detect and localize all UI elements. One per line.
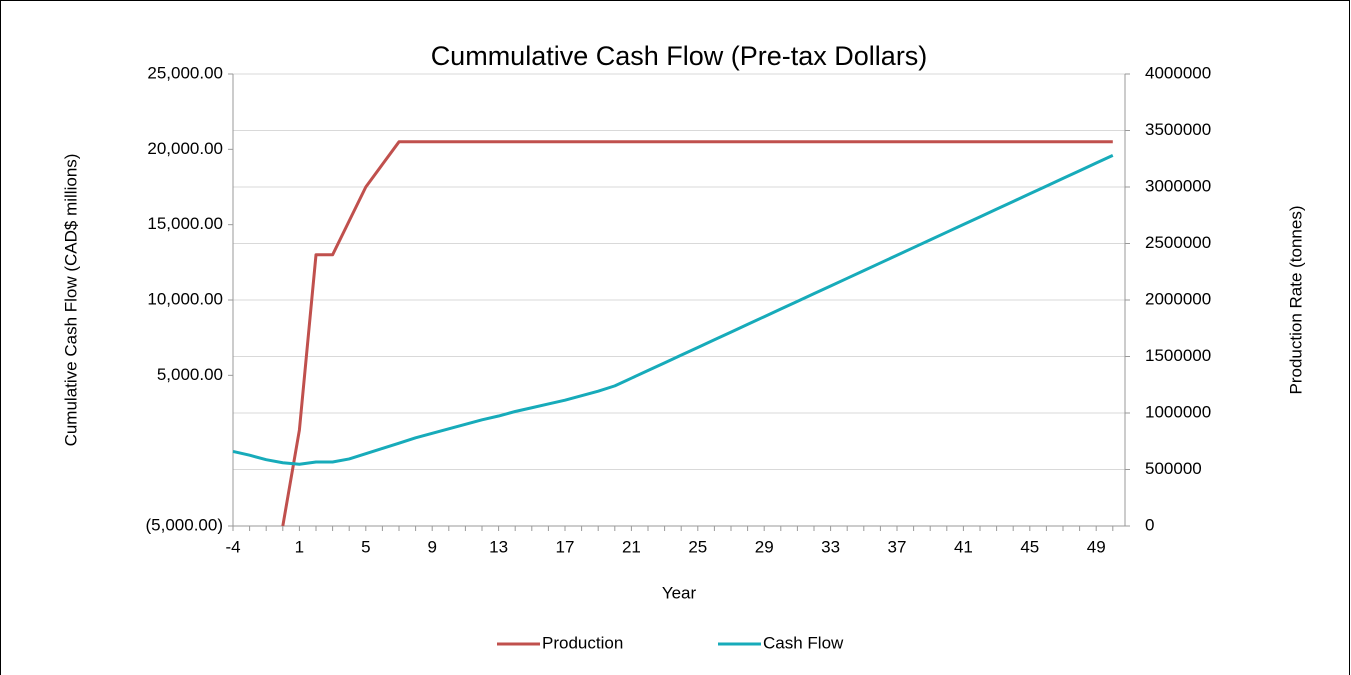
x-axis-title: Year	[662, 583, 697, 602]
y2-tick-label: 3500000	[1145, 120, 1211, 139]
legend-label: Cash Flow	[763, 633, 844, 652]
chart-title: Cummulative Cash Flow (Pre-tax Dollars)	[431, 41, 928, 71]
x-tick-label: 9	[427, 537, 436, 556]
y-tick-label: 10,000.00	[147, 289, 223, 308]
y-tick-label: 20,000.00	[147, 139, 223, 158]
x-tick-label: 37	[888, 537, 907, 556]
x-tick-label: 33	[821, 537, 840, 556]
x-tick-label: 41	[954, 537, 973, 556]
x-tick-label: 5	[361, 537, 370, 556]
y2-tick-label: 1500000	[1145, 346, 1211, 365]
y2-axis-title: Production Rate (tonnes)	[1286, 206, 1305, 395]
y2-tick-label: 2000000	[1145, 289, 1211, 308]
series-line	[232, 153, 1114, 466]
x-tick-label: 49	[1087, 537, 1106, 556]
y-tick-label: (5,000.00)	[146, 515, 224, 534]
y-tick-label: 5,000.00	[157, 365, 223, 384]
y2-tick-label: 500000	[1145, 459, 1202, 478]
y-axis-title: Cumulative Cash Flow (CAD$ millions)	[61, 154, 80, 447]
x-tick-label: 29	[755, 537, 774, 556]
y2-tick-label: 1000000	[1145, 402, 1211, 421]
x-tick-label: 17	[556, 537, 575, 556]
y-tick-label: 25,000.00	[147, 63, 223, 82]
y2-tick-label: 2500000	[1145, 233, 1211, 252]
x-tick-label: 13	[489, 537, 508, 556]
x-tick-label: 21	[622, 537, 641, 556]
y2-tick-label: 3000000	[1145, 176, 1211, 195]
x-tick-label: 1	[295, 537, 304, 556]
y2-tick-label: 4000000	[1145, 63, 1211, 82]
y-tick-label: 15,000.00	[147, 214, 223, 233]
x-tick-label: -4	[225, 537, 240, 556]
series-line	[281, 140, 1113, 527]
x-tick-label: 25	[688, 537, 707, 556]
x-tick-label: 45	[1020, 537, 1039, 556]
legend-label: Production	[542, 633, 623, 652]
y2-tick-label: 0	[1145, 515, 1154, 534]
